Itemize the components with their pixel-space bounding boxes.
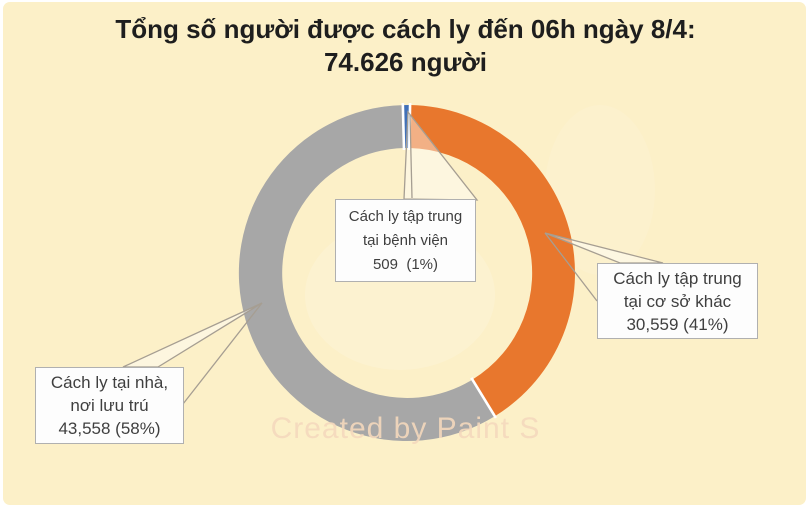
- segment-separator: [470, 377, 498, 419]
- callout-other-value: 30,559 (41%): [626, 314, 729, 334]
- chart-title-line2: 74.626 người: [323, 47, 488, 77]
- callout-home-line1: Cách ly tại nhà,: [50, 373, 169, 392]
- callout-hospital-line2: tại bệnh viện: [362, 231, 449, 249]
- ghost-blob: [545, 105, 655, 275]
- callout-label-other-facility: Cách ly tập trung tại cơ sở khác 30,559 …: [597, 263, 758, 339]
- callout-label-hospital: Cách ly tập trung tại bệnh viện 509 (1%): [335, 199, 476, 282]
- callout-home-line2: nơi lưu trú: [70, 396, 149, 415]
- callout-other-line2: tại cơ sở khác: [623, 291, 732, 311]
- leader-wedge-home: [122, 302, 263, 368]
- callout-home-value: 43,558 (58%): [58, 419, 161, 438]
- callout-hospital-line1: Cách ly tập trung: [348, 207, 463, 225]
- segment-separator: [401, 103, 406, 151]
- chart-title-line1: Tổng số người được cách ly đến 06h ngày …: [115, 14, 696, 44]
- donut-segment-other: [409, 105, 575, 417]
- chart-title: Tổng số người được cách ly đến 06h ngày …: [0, 13, 811, 79]
- callout-label-home: Cách ly tại nhà, nơi lưu trú 43,558 (58%…: [35, 367, 184, 444]
- leader-line-other: [544, 232, 598, 302]
- leader-line-home: [182, 302, 263, 405]
- callout-hospital-value: 509 (1%): [372, 255, 439, 273]
- leader-line-hospital: [409, 114, 413, 199]
- donut-segment-home: [238, 105, 495, 442]
- callout-other-line1: Cách ly tập trung: [613, 268, 742, 288]
